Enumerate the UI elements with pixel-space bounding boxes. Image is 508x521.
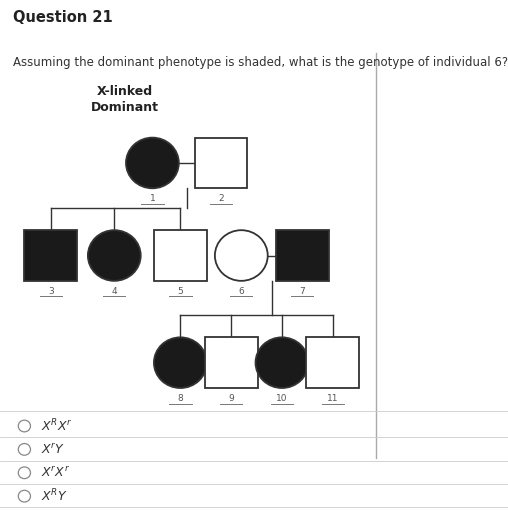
Text: 6: 6: [238, 287, 244, 296]
Text: Dominant: Dominant: [90, 101, 158, 114]
Circle shape: [88, 230, 141, 281]
Text: 7: 7: [299, 287, 305, 296]
Text: Assuming the dominant phenotype is shaded, what is the genotype of individual 6?: Assuming the dominant phenotype is shade…: [13, 56, 508, 69]
Circle shape: [18, 443, 30, 455]
Text: 10: 10: [276, 394, 288, 403]
Circle shape: [18, 467, 30, 479]
Text: 4: 4: [111, 287, 117, 296]
Circle shape: [256, 338, 308, 388]
FancyBboxPatch shape: [195, 138, 247, 188]
Text: 1: 1: [149, 194, 155, 203]
Circle shape: [215, 230, 268, 281]
Text: 5: 5: [177, 287, 183, 296]
Circle shape: [154, 338, 207, 388]
FancyBboxPatch shape: [154, 230, 207, 281]
FancyBboxPatch shape: [205, 338, 258, 388]
Text: 2: 2: [218, 194, 224, 203]
Circle shape: [18, 490, 30, 502]
Circle shape: [18, 420, 30, 432]
Text: $X^{R}X^{r}$: $X^{R}X^{r}$: [41, 418, 73, 435]
FancyBboxPatch shape: [24, 230, 77, 281]
Text: Question 21: Question 21: [13, 10, 112, 25]
Text: $X^{r}X^{r}$: $X^{r}X^{r}$: [41, 466, 70, 480]
Text: $X^{r}Y$: $X^{r}Y$: [41, 442, 65, 456]
Text: X-linked: X-linked: [97, 85, 152, 98]
Circle shape: [126, 138, 179, 188]
FancyBboxPatch shape: [276, 230, 329, 281]
Text: $X^{R}Y$: $X^{R}Y$: [41, 488, 68, 504]
Text: 8: 8: [177, 394, 183, 403]
Text: 3: 3: [48, 287, 54, 296]
Text: 11: 11: [327, 394, 338, 403]
FancyBboxPatch shape: [306, 338, 359, 388]
Text: 9: 9: [228, 394, 234, 403]
